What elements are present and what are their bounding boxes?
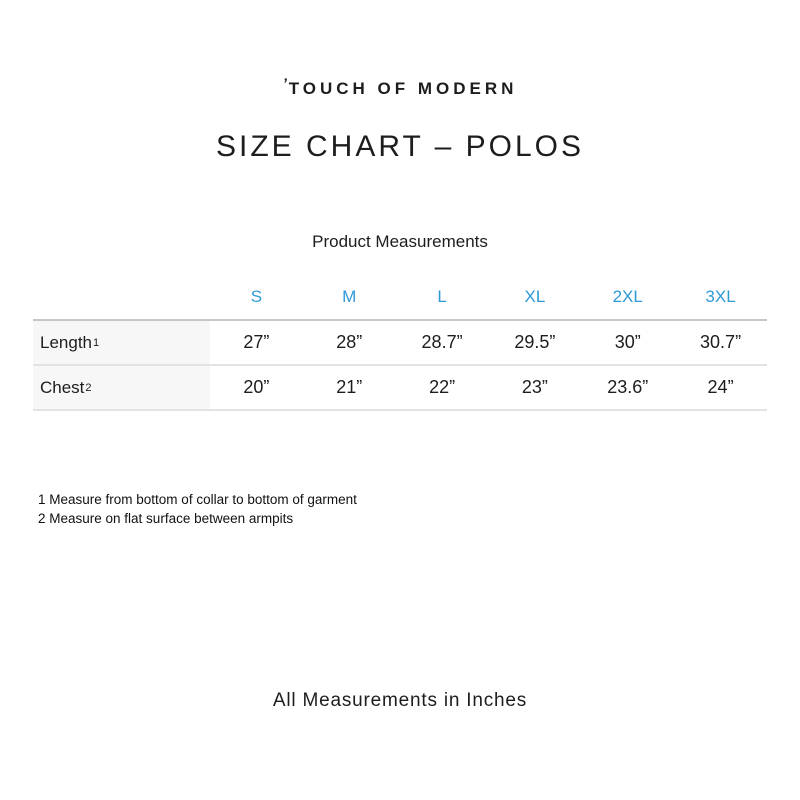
size-header-m: M [342, 286, 357, 306]
page-title: SIZE CHART – POLOS [216, 130, 584, 164]
chest-value-m: 21” [336, 377, 363, 397]
row-label-text: Length [40, 332, 92, 352]
chest-value-2xl: 23.6” [607, 377, 649, 397]
size-table: S M L XL 2XL 3XL Length 1 27” 28” 28.7” 2… [33, 274, 767, 411]
size-header-xl: XL [524, 286, 546, 306]
table-row-chest: Chest 2 20” 21” 22” 23” 23.6” 24” [33, 366, 767, 411]
row-label-chest: Chest 2 [33, 366, 210, 409]
chest-value-xl: 23” [521, 377, 548, 397]
length-value-m: 28” [336, 332, 363, 352]
brand-logo: ’TOUCH OF MODERN [0, 76, 800, 99]
table-row-length: Length 1 27” 28” 28.7” 29.5” 30” 30.7” [33, 321, 767, 366]
footnote-1: 1 Measure from bottom of collar to botto… [38, 492, 357, 507]
size-header-2xl: 2XL [612, 286, 643, 306]
length-value-xl: 29.5” [514, 332, 556, 352]
length-value-s: 27” [243, 332, 270, 352]
footer-note: All Measurements in Inches [272, 690, 528, 711]
length-value-l: 28.7” [421, 332, 463, 352]
size-header-row: S M L XL 2XL 3XL [33, 274, 767, 321]
length-value-3xl: 30.7” [700, 332, 742, 352]
footnote-2: 2 Measure on flat surface between armpit… [38, 511, 294, 526]
chest-value-3xl: 24” [707, 377, 734, 397]
size-header-l: L [437, 286, 447, 306]
logo-tick-icon: ’ [281, 75, 292, 94]
chest-value-s: 20” [243, 377, 270, 397]
table-caption: Product Measurements [312, 232, 488, 251]
header-label-spacer [33, 274, 210, 319]
size-header-s: S [250, 286, 263, 306]
row-label-text: Chest [40, 377, 85, 397]
row-label-length: Length 1 [33, 321, 210, 364]
length-value-2xl: 30” [614, 332, 641, 352]
footnotes: 1 Measure from bottom of collar to botto… [38, 490, 357, 528]
brand-name: TOUCH OF MODERN [288, 79, 518, 98]
size-header-3xl: 3XL [705, 286, 736, 306]
chest-value-l: 22” [429, 377, 456, 397]
